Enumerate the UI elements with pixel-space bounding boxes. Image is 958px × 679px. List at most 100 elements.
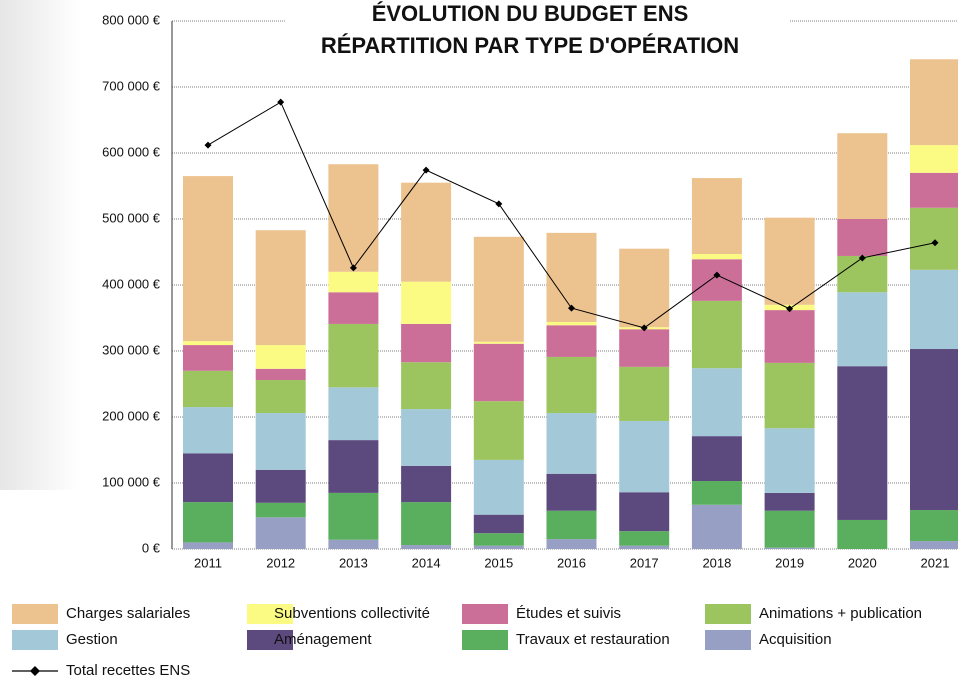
line-marker	[495, 200, 503, 208]
x-tick-label: 2018	[702, 555, 731, 570]
bar-segment	[619, 492, 670, 532]
bar-segment	[183, 341, 233, 346]
bar-segment	[255, 517, 306, 549]
bar-segment	[473, 236, 524, 342]
bar-segment	[328, 271, 379, 293]
bar-segment	[401, 281, 452, 324]
legend-swatch	[705, 604, 751, 624]
legend-swatch	[12, 604, 58, 624]
line-marker	[786, 305, 794, 313]
legend-label: Gestion	[66, 631, 118, 648]
line-marker	[858, 254, 866, 262]
bar-segment	[255, 368, 306, 381]
bar-segment	[328, 539, 379, 549]
x-tick-label: 2012	[266, 555, 295, 570]
legend-swatch	[462, 604, 508, 624]
bar-segment	[837, 219, 888, 256]
y-tick-label: 400 000 €	[102, 276, 161, 291]
bar-segment	[619, 366, 670, 421]
bar-segment	[619, 329, 670, 367]
bar-segment	[691, 504, 742, 549]
bar-segment	[546, 325, 597, 357]
bar-segment	[691, 368, 742, 437]
line-marker	[422, 166, 430, 174]
bar-segment	[546, 321, 597, 326]
bar-segment	[183, 407, 233, 454]
bar-segment	[401, 465, 452, 503]
y-tick-label: 200 000 €	[102, 408, 161, 423]
bar-segment	[183, 370, 233, 408]
bar-segment	[764, 492, 815, 511]
legend-label: Acquisition	[759, 631, 832, 648]
legend-swatch	[12, 630, 58, 650]
bar-segment	[255, 502, 306, 518]
legend-swatch	[247, 604, 293, 624]
legend-swatch	[247, 630, 293, 650]
legend-label: Aménagement	[274, 631, 372, 648]
bar-segment	[473, 545, 524, 549]
bar-segment	[473, 459, 524, 515]
line-marker	[349, 264, 357, 272]
bar-segment	[837, 133, 888, 219]
legend-marker	[30, 666, 40, 676]
bar-segment	[183, 176, 233, 342]
bar-segment	[473, 343, 524, 402]
chart-title: ÉVOLUTION DU BUDGET ENS	[372, 1, 689, 26]
legend-label: Animations + publication	[759, 605, 922, 622]
bar-segment	[619, 531, 670, 546]
line-marker	[568, 304, 575, 312]
bar-segment	[183, 502, 233, 543]
x-tick-label: 2014	[412, 555, 441, 570]
bar-segment	[910, 172, 958, 208]
bar-segment	[910, 349, 958, 511]
line-marker	[640, 324, 648, 332]
bar-segment	[328, 440, 379, 493]
line-marker	[931, 239, 939, 247]
bar-segment	[473, 533, 524, 546]
bar-segment	[691, 436, 742, 482]
bar-segment	[837, 255, 888, 293]
bar-segment	[619, 545, 670, 549]
bar-segment	[691, 259, 742, 301]
bar-segment	[764, 547, 815, 549]
bar-segment	[837, 366, 888, 520]
legend-label: Subventions collectivité	[274, 605, 430, 622]
title-backdrop	[285, 0, 790, 66]
y-tick-label: 300 000 €	[102, 342, 161, 357]
bar-segment	[691, 253, 742, 260]
bar-segment	[473, 514, 524, 534]
bar-segment	[255, 469, 306, 503]
plot-area: 0 € 100 000 € 200 000 € 300 000 € 400 000 € 5…	[102, 12, 958, 570]
bar-segment	[910, 59, 958, 146]
x-tick-label: 2013	[339, 555, 368, 570]
bar-segment	[546, 539, 597, 549]
x-tick-label: 2017	[630, 555, 659, 570]
x-tick-label: 2016	[557, 555, 586, 570]
y-tick-label: 100 000 €	[102, 474, 161, 489]
y-tick-label: 700 000 €	[102, 78, 161, 93]
legend-swatch	[705, 630, 751, 650]
bar-segment	[691, 481, 742, 505]
y-tick-label: 800 000 €	[102, 12, 161, 27]
bar-segment	[910, 510, 958, 542]
bar-segment	[401, 502, 452, 546]
bar-segment	[328, 292, 379, 324]
bar-segment	[691, 300, 742, 369]
bar-segment	[691, 178, 742, 254]
x-tick-label: 2020	[848, 555, 877, 570]
bar-segment	[328, 323, 379, 388]
chart-subtitle: RÉPARTITION PAR TYPE D'OPÉRATION	[321, 33, 739, 58]
bar-segment	[401, 545, 452, 549]
legend-label: Travaux et restauration	[516, 631, 670, 648]
legend-swatch	[462, 630, 508, 650]
bar-segment	[255, 380, 306, 414]
bar-segment	[619, 248, 670, 328]
x-tick-label: 2019	[775, 555, 804, 570]
y-tick-label: 600 000 €	[102, 144, 161, 159]
bar-segment	[764, 310, 815, 363]
bar-segment	[328, 492, 379, 540]
bar-segment	[837, 519, 888, 549]
background-decoration	[0, 0, 80, 490]
bar-segment	[546, 473, 597, 511]
